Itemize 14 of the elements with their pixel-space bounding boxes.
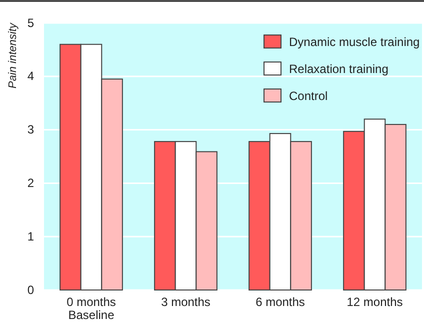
- y-tick-label: 1: [27, 229, 34, 244]
- y-tick-label: 4: [27, 69, 34, 84]
- legend-label: Control: [289, 89, 328, 104]
- y-tick-label: 3: [27, 122, 34, 137]
- legend-label: Dynamic muscle training: [289, 35, 420, 50]
- x-tick-label: 3 months: [161, 295, 210, 309]
- legend-label: Relaxation training: [289, 62, 388, 76]
- y-tick-label: 0: [27, 282, 34, 297]
- x-tick-label: 0 months Baseline: [66, 295, 116, 322]
- y-axis-title: Pain intensity: [6, 22, 19, 88]
- y-tick-label: 2: [27, 176, 34, 190]
- x-tick-label: 6 months: [256, 295, 305, 309]
- x-tick-label: 12 months: [346, 295, 403, 309]
- y-tick-label: 5: [27, 16, 34, 30]
